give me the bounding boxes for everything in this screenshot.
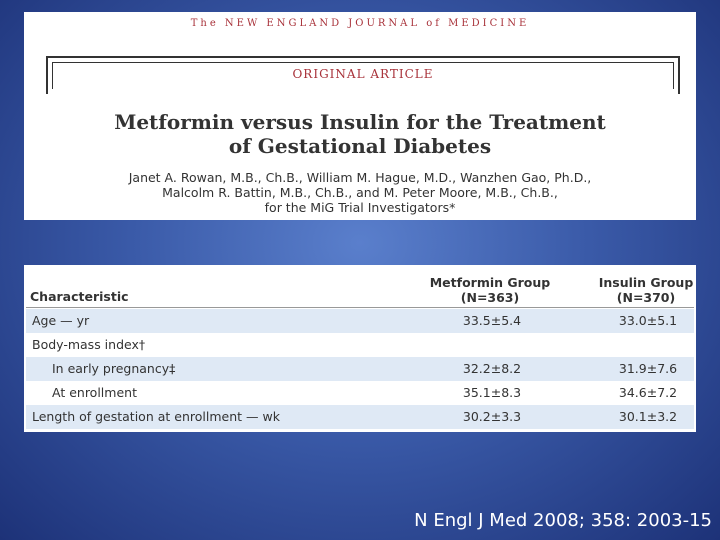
label-frame-inner [52,62,674,89]
column-header-n: (N=363) [460,290,520,305]
table-row: Length of gestation at enrollment — wk 30… [26,405,694,429]
row-label: At enrollment [52,385,137,400]
column-header: Metformin Group [429,275,551,290]
table-row: Body-mass index† [26,333,694,357]
metformin-value: 35.1±8.3 [462,385,522,400]
column-header-n: (N=370) [616,290,676,305]
metformin-value: 33.5±5.4 [462,313,522,328]
insulin-value: 34.6±7.2 [618,385,678,400]
journal-name: The NEW ENGLAND JOURNAL of MEDICINE [190,18,530,29]
row-label: In early pregnancy‡ [52,361,176,376]
insulin-value: 30.1±3.2 [618,409,678,424]
metformin-value: 30.2±3.3 [462,409,522,424]
table-row: In early pregnancy‡ 32.2±8.2 31.9±7.6 [26,357,694,381]
author-line: for the MiG Trial Investigators* [264,200,456,215]
row-label: Age — yr [32,313,90,328]
article-header-image: The NEW ENGLAND JOURNAL of MEDICINE ORIG… [24,12,696,220]
author-line: Malcolm R. Battin, M.B., Ch.B., and M. P… [162,185,558,200]
row-label: Body-mass index† [32,337,146,352]
column-header: Insulin Group [598,275,694,290]
metformin-value: 32.2±8.2 [462,361,522,376]
table: Characteristic Metformin Group (N=363) I… [24,265,696,432]
title-line: of Gestational Diabetes [228,134,492,158]
citation: N Engl J Med 2008; 358: 2003-15 [414,510,712,531]
insulin-value: 31.9±7.6 [618,361,678,376]
header-rule [26,307,694,308]
author-line: Janet A. Rowan, M.B., Ch.B., William M. … [128,170,592,185]
row-label: Length of gestation at enrollment — wk [32,409,280,424]
label-frame: ORIGINAL ARTICLE [46,56,680,94]
insulin-value: 33.0±5.1 [618,313,678,328]
column-header: Characteristic [30,289,129,304]
article-label: ORIGINAL ARTICLE [292,67,434,81]
title-line: Metformin versus Insulin for the Treatme… [114,110,606,134]
table-row: At enrollment 35.1±8.3 34.6±7.2 [26,381,694,405]
table-row: Age — yr 33.5±5.4 33.0±5.1 [26,309,694,333]
